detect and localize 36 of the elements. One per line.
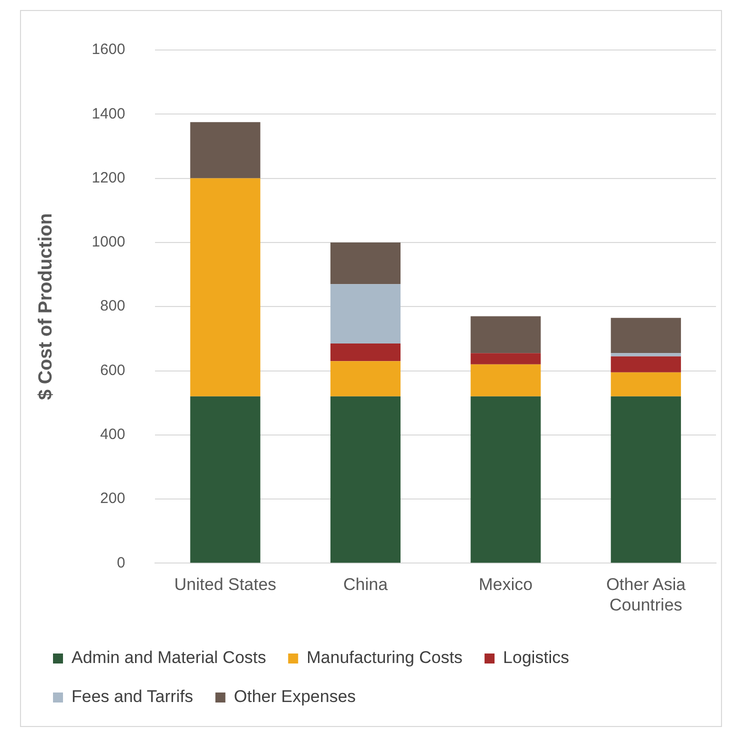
x-tick-label: Mexico: [478, 575, 533, 594]
legend-label: Fees and Tarrifs: [72, 687, 194, 706]
y-tick-label: 1600: [92, 41, 126, 58]
bar: [190, 178, 260, 396]
bar: [330, 396, 401, 563]
legend-label: Other Expenses: [234, 687, 356, 706]
y-tick-label: 0: [116, 554, 126, 572]
bar: [470, 396, 541, 563]
y-tick-label: 1200: [92, 169, 126, 186]
x-tick-label: Other Asia Countries: [606, 575, 686, 614]
bar: [330, 361, 401, 396]
bar: [470, 353, 541, 364]
x-tick-label: China: [343, 575, 388, 594]
bar: [470, 364, 541, 396]
bar: [190, 396, 260, 563]
y-tick-label: 800: [100, 298, 126, 315]
bar: [190, 122, 260, 178]
bar: [610, 396, 681, 563]
bar: [330, 242, 401, 284]
legend-label: Admin and Material Costs: [72, 648, 266, 668]
bar: [470, 316, 541, 354]
y-tick-label: 400: [100, 426, 126, 444]
bar: [610, 356, 681, 372]
legend-label: Logistics: [503, 648, 570, 668]
y-tick-label: 600: [100, 362, 126, 379]
y-axis-title: $ Cost of Production: [36, 213, 57, 400]
bar: [610, 372, 681, 396]
bar: [330, 284, 401, 344]
legend-label: Manufacturing Costs: [306, 648, 463, 668]
bar: [330, 343, 401, 362]
x-tick-label: United States: [174, 575, 276, 594]
bar: [610, 318, 681, 354]
y-tick-label: 1000: [92, 234, 126, 251]
bar: [610, 353, 681, 356]
y-tick-label: 200: [100, 490, 126, 508]
y-tick-label: 1400: [92, 105, 126, 122]
